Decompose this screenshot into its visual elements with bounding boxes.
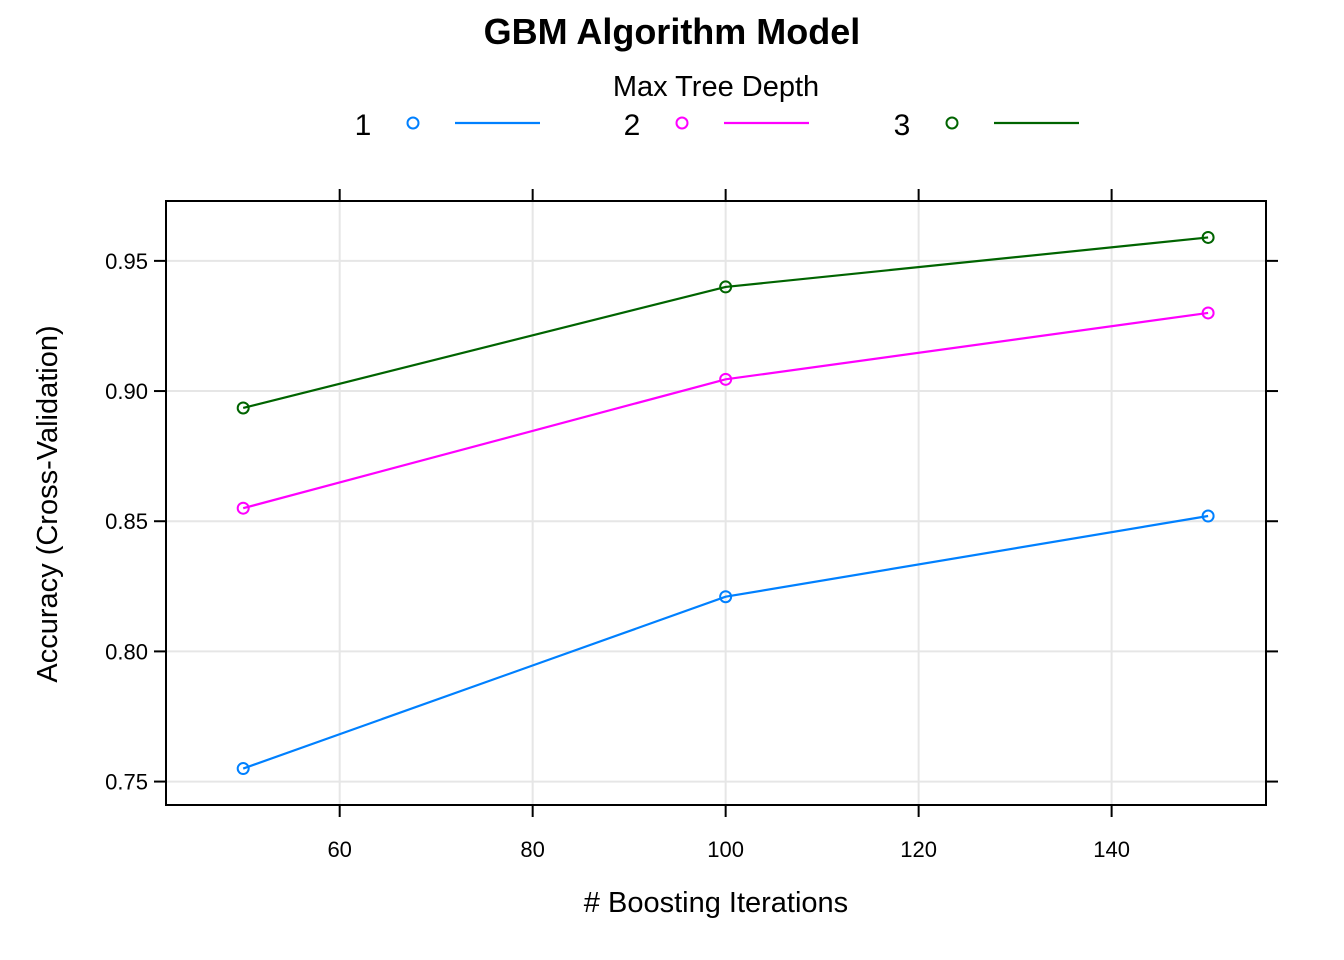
- x-tick-label: 80: [520, 837, 544, 862]
- data-point-3: [719, 280, 733, 294]
- data-point-2: [1201, 306, 1215, 320]
- data-point-3: [236, 401, 250, 415]
- series-group: [236, 230, 1215, 776]
- series-line-1: [242, 514, 1209, 770]
- axis-ticks: 60 80 100 120 140 0.75 0.80 0.85 0.90 0.95: [105, 189, 1278, 862]
- x-tick-label: 100: [707, 837, 744, 862]
- chart-title: GBM Algorithm Model: [484, 11, 861, 52]
- legend: 1 2 3: [355, 109, 1079, 142]
- x-axis-label: # Boosting Iterations: [584, 887, 848, 919]
- legend-label-2: 2: [624, 109, 641, 142]
- series-line-2: [242, 311, 1209, 510]
- y-tick-label: 0.75: [105, 770, 148, 795]
- data-point-3: [1201, 230, 1215, 244]
- data-point-2: [719, 372, 733, 386]
- data-point-1: [1201, 509, 1215, 523]
- data-point-1: [236, 762, 250, 776]
- x-tick-label: 60: [327, 837, 351, 862]
- legend-point-3: [945, 116, 959, 130]
- x-tick-label: 140: [1093, 837, 1130, 862]
- series-line-3: [242, 236, 1209, 410]
- grid: [166, 201, 1266, 805]
- legend-point-2: [675, 116, 689, 130]
- legend-title: Max Tree Depth: [613, 71, 819, 103]
- y-tick-label: 0.95: [105, 249, 148, 274]
- y-tick-label: 0.85: [105, 509, 148, 534]
- data-point-2: [236, 501, 250, 515]
- y-tick-label: 0.80: [105, 639, 148, 664]
- legend-label-3: 3: [894, 109, 911, 142]
- legend-label-1: 1: [355, 109, 372, 142]
- plot-frame: [165, 200, 1267, 806]
- data-point-1: [719, 590, 733, 604]
- y-tick-label: 0.90: [105, 379, 148, 404]
- legend-point-1: [406, 116, 420, 130]
- x-tick-label: 120: [900, 837, 937, 862]
- y-axis-label: Accuracy (Cross-Validation): [32, 325, 64, 682]
